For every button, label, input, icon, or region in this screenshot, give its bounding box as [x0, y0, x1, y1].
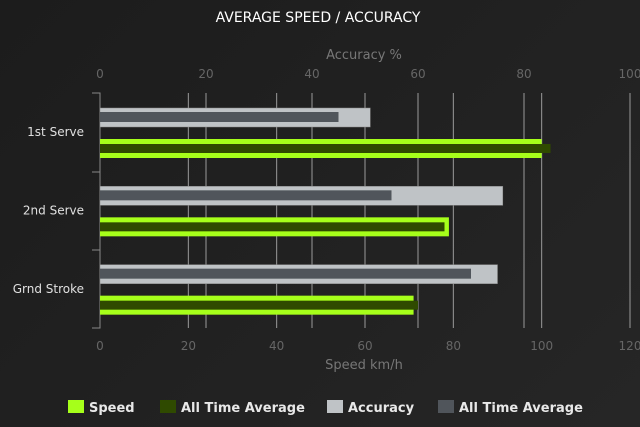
- category-axis: [92, 92, 101, 329]
- legend-swatch: [160, 400, 176, 413]
- category-label: 2nd Serve: [23, 204, 84, 218]
- speed-tick-label: 80: [446, 339, 461, 353]
- legend-item: All Time Average: [438, 400, 583, 416]
- speed-tick-label: 20: [181, 339, 196, 353]
- legend-label: All Time Average: [459, 401, 583, 416]
- legend-item: Accuracy: [327, 400, 415, 416]
- accuracy-tick-label: 20: [198, 67, 213, 81]
- top-axis-label: Accuracy %: [326, 48, 402, 63]
- speed-tick-label: 40: [269, 339, 284, 353]
- accuracy-tick-label: 60: [410, 67, 425, 81]
- accuracy-average-bar: [100, 190, 392, 201]
- accuracy-tick-label: 40: [304, 67, 319, 81]
- speed-tick-label: 0: [96, 339, 104, 353]
- speed-tick-label: 100: [530, 339, 553, 353]
- legend-label: Accuracy: [348, 401, 415, 416]
- accuracy-average-bar: [100, 268, 471, 279]
- legend-swatch: [327, 400, 343, 413]
- accuracy-tick-label: 100: [619, 67, 640, 81]
- category-label: Grnd Stroke: [13, 282, 84, 296]
- legend-item: All Time Average: [160, 400, 305, 416]
- legend-item: Speed: [68, 400, 135, 416]
- speed-tick-label: 120: [619, 339, 640, 353]
- legend-label: All Time Average: [181, 401, 305, 416]
- category-label: 1st Serve: [27, 125, 84, 139]
- chart-title: AVERAGE SPEED / ACCURACY: [216, 10, 421, 26]
- speed-average-bar: [100, 144, 551, 153]
- accuracy-tick-label: 80: [516, 67, 531, 81]
- accuracy-average-bar: [100, 112, 339, 122]
- speed-average-bar: [100, 222, 445, 232]
- bottom-axis-label: Speed km/h: [325, 358, 403, 373]
- speed-tick-label: 60: [357, 339, 372, 353]
- legend-swatch: [438, 400, 454, 413]
- legend-swatch: [68, 400, 84, 413]
- legend-label: Speed: [89, 401, 135, 416]
- accuracy-tick-label: 0: [96, 67, 104, 81]
- speed-average-bar: [100, 300, 418, 310]
